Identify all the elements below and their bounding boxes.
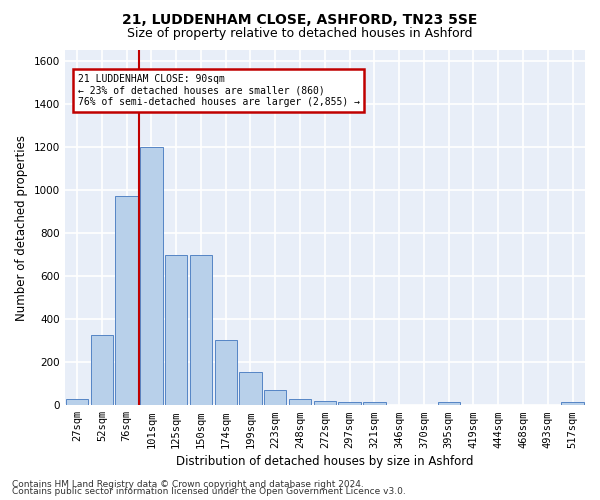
Bar	[289, 398, 311, 405]
Text: Size of property relative to detached houses in Ashford: Size of property relative to detached ho…	[127, 28, 473, 40]
Bar	[215, 340, 237, 405]
Text: 21 LUDDENHAM CLOSE: 90sqm
← 23% of detached houses are smaller (860)
76% of semi: 21 LUDDENHAM CLOSE: 90sqm ← 23% of detac…	[77, 74, 359, 107]
Bar	[66, 398, 88, 405]
Text: Contains HM Land Registry data © Crown copyright and database right 2024.: Contains HM Land Registry data © Crown c…	[12, 480, 364, 489]
Bar	[338, 402, 361, 405]
Bar	[190, 254, 212, 405]
Bar	[562, 402, 584, 405]
Bar	[363, 402, 386, 405]
Bar	[264, 390, 286, 405]
Text: Contains public sector information licensed under the Open Government Licence v3: Contains public sector information licen…	[12, 487, 406, 496]
Bar	[91, 335, 113, 405]
Bar	[115, 196, 138, 405]
Bar	[165, 254, 187, 405]
Bar	[239, 372, 262, 405]
Text: 21, LUDDENHAM CLOSE, ASHFORD, TN23 5SE: 21, LUDDENHAM CLOSE, ASHFORD, TN23 5SE	[122, 12, 478, 26]
Y-axis label: Number of detached properties: Number of detached properties	[15, 134, 28, 320]
Bar	[314, 401, 336, 405]
Bar	[140, 147, 163, 405]
Bar	[437, 402, 460, 405]
X-axis label: Distribution of detached houses by size in Ashford: Distribution of detached houses by size …	[176, 454, 473, 468]
